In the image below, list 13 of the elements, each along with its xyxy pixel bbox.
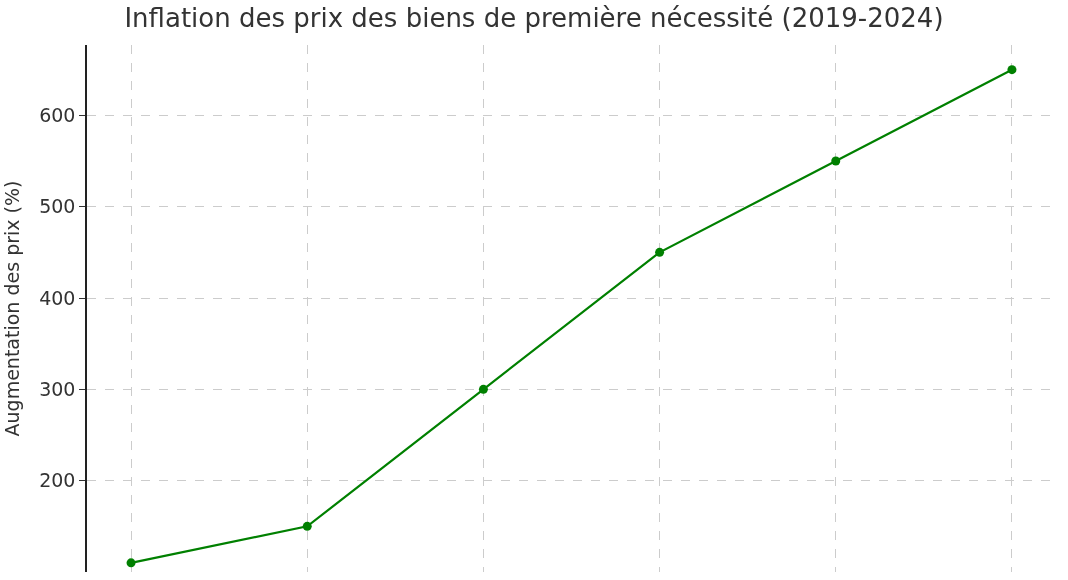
- y-tick-label: 500: [39, 195, 76, 218]
- point: [478, 384, 488, 394]
- point: [126, 558, 136, 568]
- chart-title: Inflation des prix des biens de première nécessité (2019-2024): [124, 2, 944, 33]
- y-tick-label: 200: [39, 469, 76, 492]
- point: [831, 156, 841, 166]
- y-tick-label: 600: [39, 103, 76, 126]
- y-tick-label: 300: [39, 377, 76, 400]
- point: [655, 247, 665, 257]
- point: [302, 521, 312, 531]
- y-axis-title: Augmentation des prix (%): [0, 180, 23, 437]
- y-tick-label: 400: [39, 286, 76, 309]
- point: [1007, 65, 1017, 75]
